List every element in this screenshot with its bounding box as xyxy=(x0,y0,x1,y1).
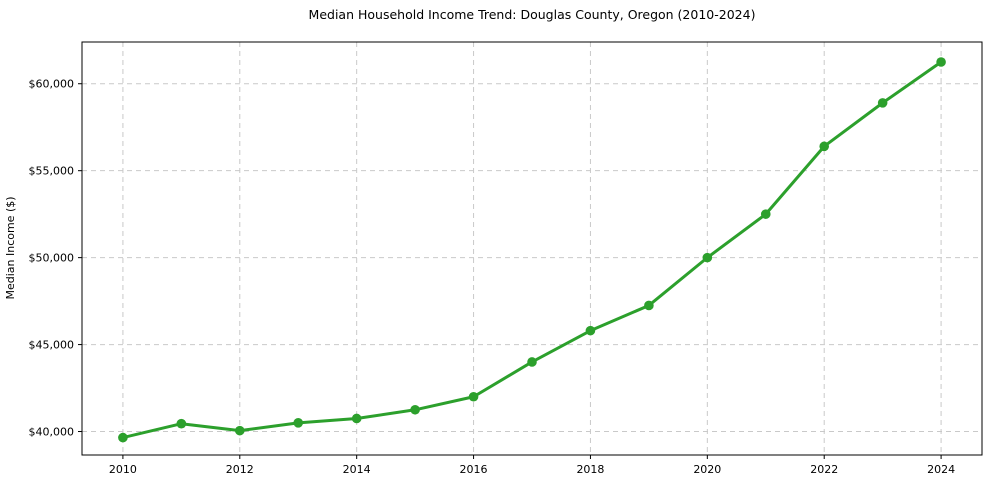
x-tick-label: 2018 xyxy=(576,463,604,476)
data-point-marker xyxy=(234,425,245,436)
plot-area-border xyxy=(81,41,983,456)
gridlines xyxy=(82,42,982,455)
x-tick-label: 2016 xyxy=(460,463,488,476)
x-tick-label: 2012 xyxy=(226,463,254,476)
x-tick-label: 2020 xyxy=(693,463,721,476)
y-tick-label: $55,000 xyxy=(29,165,75,178)
data-point-marker xyxy=(176,418,187,429)
tick-labels: $40,000 $45,000 $50,000 $55,000 $60,000 2010 2… xyxy=(29,78,956,476)
data-point-marker xyxy=(819,141,830,152)
y-tick-label: $50,000 xyxy=(29,252,75,265)
data-point-marker xyxy=(410,404,420,415)
data-point-marker xyxy=(351,413,362,424)
y-tick-label: $45,000 xyxy=(29,339,75,352)
income-line-series xyxy=(118,57,946,443)
data-point-marker xyxy=(877,98,888,108)
tick-marks xyxy=(78,83,942,459)
data-point-marker xyxy=(760,209,771,219)
x-tick-label: 2014 xyxy=(343,463,371,476)
data-point-marker xyxy=(527,357,537,367)
data-point-marker xyxy=(118,432,128,443)
data-point-marker xyxy=(585,325,596,336)
data-point-marker xyxy=(468,391,479,402)
data-point-marker xyxy=(702,252,713,263)
x-tick-label: 2024 xyxy=(927,463,955,476)
income-trend-line xyxy=(121,60,943,440)
data-point-marker xyxy=(644,300,654,311)
chart-title: Median Household Income Trend: Douglas C… xyxy=(309,7,756,22)
x-tick-label: 2010 xyxy=(109,463,137,476)
data-point-marker xyxy=(293,418,304,428)
y-tick-label: $60,000 xyxy=(29,78,75,91)
y-tick-label: $40,000 xyxy=(29,426,75,439)
data-point-marker xyxy=(936,57,946,67)
y-axis-title: Median Income ($) xyxy=(4,196,17,299)
x-tick-label: 2022 xyxy=(810,463,838,476)
